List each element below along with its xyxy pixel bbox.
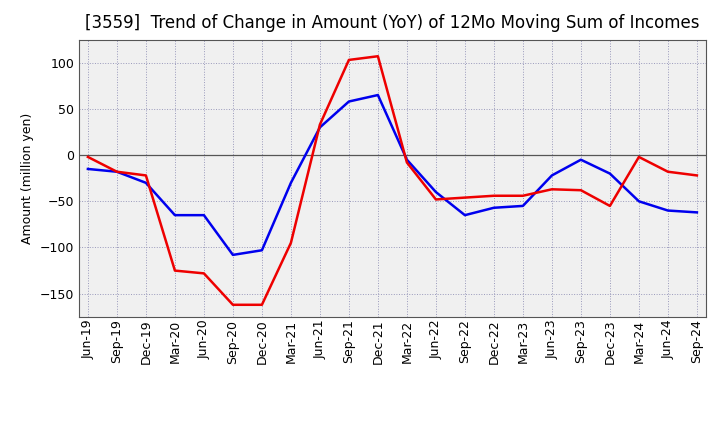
Net Income: [142, 173, 150, 178]
Net Income: [287, 240, 295, 246]
Net Income: [606, 203, 614, 209]
Ordinary Income: [142, 180, 150, 185]
Ordinary Income: [287, 180, 295, 185]
Ordinary Income: [345, 99, 354, 104]
Ordinary Income: [577, 157, 585, 162]
Title: [3559]  Trend of Change in Amount (YoY) of 12Mo Moving Sum of Incomes: [3559] Trend of Change in Amount (YoY) o…: [85, 15, 700, 33]
Net Income: [258, 302, 266, 308]
Ordinary Income: [402, 157, 411, 162]
Ordinary Income: [664, 208, 672, 213]
Net Income: [112, 169, 121, 174]
Ordinary Income: [606, 171, 614, 176]
Net Income: [199, 271, 208, 276]
Ordinary Income: [199, 213, 208, 218]
Net Income: [461, 195, 469, 200]
Ordinary Income: [461, 213, 469, 218]
Ordinary Income: [518, 203, 527, 209]
Ordinary Income: [84, 166, 92, 172]
Net Income: [664, 169, 672, 174]
Ordinary Income: [548, 173, 557, 178]
Ordinary Income: [490, 205, 498, 210]
Net Income: [374, 54, 382, 59]
Ordinary Income: [258, 248, 266, 253]
Net Income: [548, 187, 557, 192]
Ordinary Income: [315, 125, 324, 130]
Ordinary Income: [634, 198, 643, 204]
Net Income: [693, 173, 701, 178]
Ordinary Income: [693, 210, 701, 215]
Ordinary Income: [431, 189, 440, 194]
Net Income: [171, 268, 179, 273]
Net Income: [431, 197, 440, 202]
Net Income: [84, 154, 92, 160]
Net Income: [228, 302, 237, 308]
Net Income: [490, 193, 498, 198]
Net Income: [634, 154, 643, 160]
Ordinary Income: [112, 169, 121, 174]
Net Income: [577, 187, 585, 193]
Ordinary Income: [171, 213, 179, 218]
Net Income: [345, 57, 354, 62]
Line: Ordinary Income: Ordinary Income: [88, 95, 697, 255]
Ordinary Income: [228, 252, 237, 257]
Line: Net Income: Net Income: [88, 56, 697, 305]
Ordinary Income: [374, 92, 382, 98]
Y-axis label: Amount (million yen): Amount (million yen): [22, 113, 35, 244]
Net Income: [518, 193, 527, 198]
Net Income: [402, 160, 411, 165]
Net Income: [315, 122, 324, 127]
